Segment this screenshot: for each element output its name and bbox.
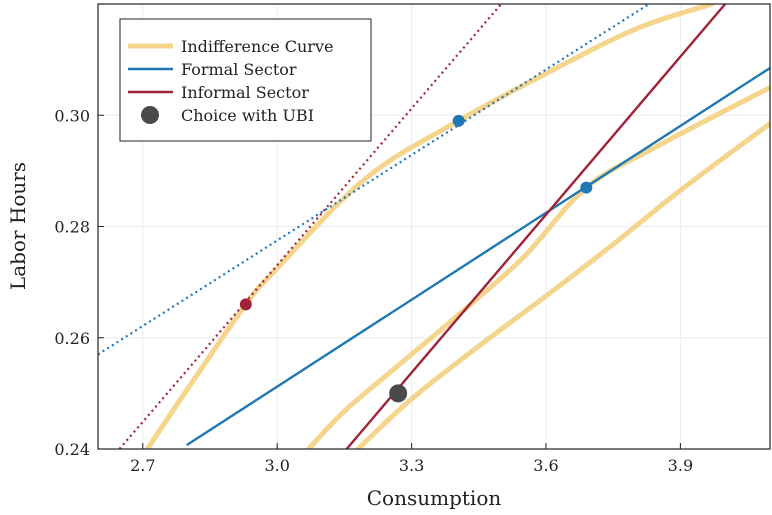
choice-point-1 (452, 114, 465, 127)
x-axis-label: Consumption (367, 486, 502, 510)
y-tick-label-0: 0.24 (54, 440, 90, 459)
informal-dotted-line-6 (118, 4, 503, 449)
legend-label-2: Informal Sector (181, 83, 309, 102)
legend-label-0: Indifference Curve (181, 37, 333, 56)
y-tick-label-1: 0.26 (54, 329, 90, 348)
legend-box (119, 18, 372, 142)
x-tick-label-4: 3.9 (668, 456, 693, 475)
legend-label-3: Choice with UBI (181, 106, 314, 125)
points-layer (239, 114, 593, 403)
y-axis-label: Labor Hours (6, 162, 30, 290)
series-layer (98, 4, 770, 449)
legend-swatch-3 (141, 106, 159, 124)
choice-point-2 (580, 181, 593, 194)
x-tick-label-2: 3.3 (399, 456, 424, 475)
x-axis-ticks: 2.7 3.0 3.3 3.6 3.9 (130, 443, 693, 475)
y-axis-ticks: 0.24 0.26 0.28 0.30 (54, 106, 104, 459)
indifference-solid-line-1 (306, 84, 770, 449)
y-tick-label-3: 0.30 (54, 106, 90, 125)
formal-solid-line-3 (186, 66, 770, 446)
choice-point-0 (239, 298, 252, 311)
legend-label-1: Formal Sector (181, 60, 297, 79)
indifference-solid-line-2 (355, 121, 770, 449)
legend: Indifference Curve Formal Sector Informal … (119, 18, 372, 142)
y-tick-label-2: 0.28 (54, 218, 90, 237)
informal-solid-line-4 (345, 4, 727, 449)
indifference-solid-line-0 (144, 4, 715, 449)
x-tick-label-1: 3.0 (264, 456, 289, 475)
x-tick-label-0: 2.7 (130, 456, 155, 475)
x-tick-label-3: 3.6 (533, 456, 558, 475)
choice-point-3 (389, 384, 408, 403)
